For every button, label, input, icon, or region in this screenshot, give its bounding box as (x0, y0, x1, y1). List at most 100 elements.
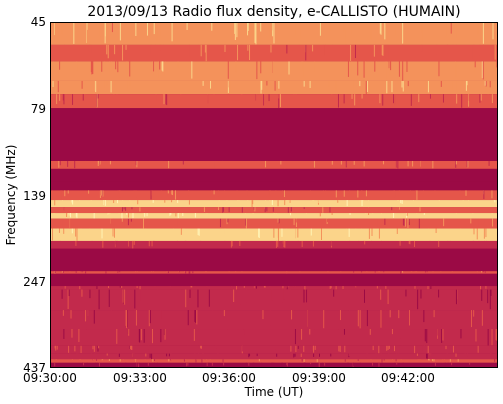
frequency-band (51, 218, 497, 229)
noise-streak (217, 353, 219, 358)
noise-streak (417, 359, 419, 362)
noise-streak (461, 80, 463, 87)
noise-streak (75, 228, 77, 237)
noise-streak (291, 218, 293, 224)
noise-streak (146, 213, 148, 217)
noise-streak (67, 213, 69, 218)
noise-streak (194, 353, 196, 357)
noise-streak (427, 359, 429, 361)
noise-streak (200, 345, 202, 349)
noise-streak (278, 94, 280, 109)
noise-streak (213, 190, 215, 195)
noise-streak (495, 353, 497, 357)
noise-streak (282, 240, 284, 246)
noise-streak (278, 218, 280, 224)
noise-streak (295, 218, 297, 228)
noise-streak (295, 228, 297, 239)
noise-streak (263, 286, 265, 288)
noise-streak (376, 286, 378, 289)
noise-streak (94, 353, 96, 359)
noise-streak (303, 359, 305, 363)
noise-streak (286, 271, 288, 274)
noise-streak (314, 61, 316, 72)
noise-streak (80, 345, 82, 354)
noise-streak (202, 353, 204, 357)
noise-streak (412, 160, 414, 167)
noise-streak (93, 310, 95, 319)
noise-streak (129, 61, 131, 77)
noise-streak (410, 271, 412, 273)
noise-streak (352, 218, 354, 225)
noise-streak (490, 207, 492, 212)
noise-streak (375, 61, 377, 69)
noise-streak (468, 94, 470, 101)
noise-streak (73, 240, 75, 245)
noise-streak (345, 160, 347, 168)
noise-streak (171, 200, 173, 203)
noise-streak (156, 362, 158, 366)
noise-streak (184, 271, 186, 273)
noise-streak (281, 228, 283, 237)
noise-streak (282, 289, 284, 303)
noise-streak (253, 286, 255, 289)
noise-streak (127, 213, 129, 218)
noise-streak (169, 213, 171, 216)
noise-streak (152, 359, 154, 362)
noise-streak (403, 44, 405, 59)
noise-streak (490, 160, 492, 167)
noise-streak (85, 310, 87, 328)
noise-streak (466, 80, 468, 86)
noise-streak (287, 207, 289, 213)
noise-streak (149, 160, 151, 165)
noise-streak (194, 310, 196, 322)
noise-streak (446, 44, 448, 61)
noise-streak (342, 23, 344, 32)
noise-streak (183, 228, 185, 236)
noise-streak (369, 329, 371, 335)
noise-streak (301, 329, 303, 340)
noise-streak (191, 207, 193, 210)
noise-streak (346, 160, 348, 167)
noise-streak (61, 200, 63, 203)
noise-streak (276, 353, 278, 357)
noise-streak (446, 353, 448, 360)
noise-streak (421, 44, 423, 52)
noise-streak (424, 271, 426, 273)
noise-streak (358, 240, 360, 249)
noise-streak (335, 80, 337, 91)
noise-streak (58, 228, 60, 233)
noise-streak (394, 94, 396, 106)
noise-streak (374, 218, 376, 224)
noise-streak (55, 359, 57, 361)
noise-streak (70, 310, 72, 319)
noise-streak (430, 353, 432, 357)
noise-streak (177, 213, 179, 219)
noise-streak (144, 213, 146, 217)
noise-streak (100, 228, 102, 241)
noise-streak (132, 353, 134, 359)
noise-streak (167, 190, 169, 194)
noise-streak (185, 289, 187, 308)
noise-streak (425, 80, 427, 94)
noise-streak (426, 345, 428, 350)
noise-streak (260, 80, 262, 88)
noise-streak (481, 271, 483, 273)
noise-streak (310, 362, 312, 365)
noise-streak (264, 94, 266, 107)
noise-streak (80, 359, 82, 361)
noise-streak (164, 329, 166, 340)
noise-streak (171, 23, 173, 42)
noise-streak (98, 345, 100, 349)
noise-streak (414, 271, 416, 274)
noise-streak (161, 61, 163, 71)
noise-streak (263, 94, 265, 106)
noise-streak (89, 289, 91, 299)
noise-streak (139, 286, 141, 290)
noise-streak (78, 271, 80, 273)
noise-streak (66, 213, 68, 217)
noise-streak (152, 61, 154, 76)
noise-streak (413, 240, 415, 246)
noise-streak (218, 207, 220, 211)
noise-streak (93, 213, 95, 219)
noise-streak (54, 94, 56, 103)
